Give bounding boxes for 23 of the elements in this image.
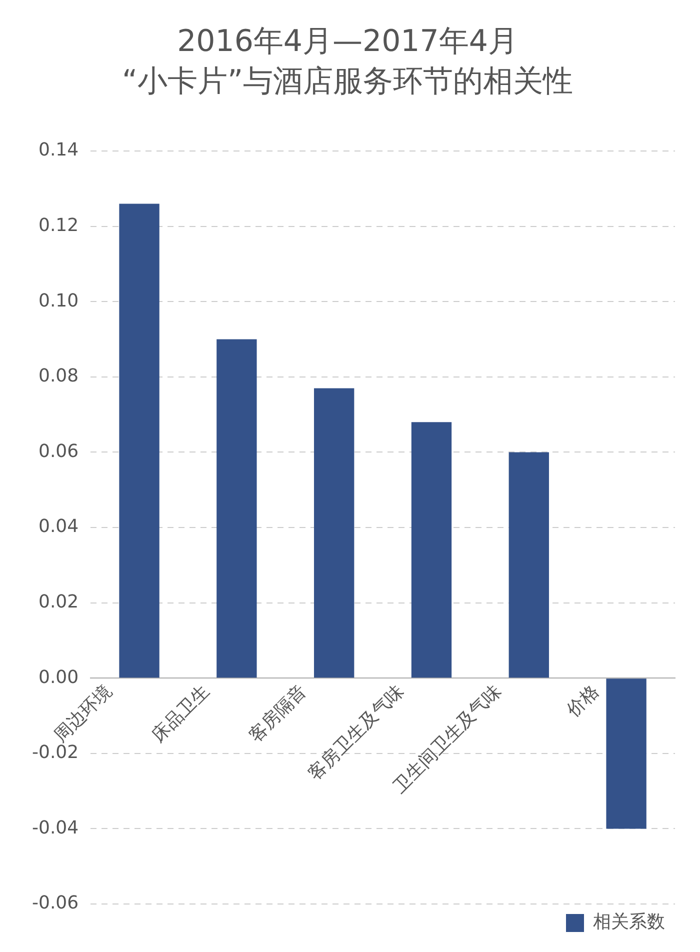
x-tick-label: 价格 <box>562 680 604 722</box>
bar <box>314 388 354 678</box>
y-tick-label: 0.10 <box>38 290 79 312</box>
bar <box>606 678 646 829</box>
x-tick-label: 床品卫生 <box>148 680 214 746</box>
y-tick-label: 0.06 <box>38 440 79 462</box>
y-tick-label: 0.04 <box>38 516 79 538</box>
y-tick-label: 0.12 <box>38 214 79 236</box>
chart-subtitle: “小卡片”与酒店服务环节的相关性 <box>122 64 574 99</box>
y-tick-label: -0.04 <box>32 817 79 838</box>
y-tick-label: 0.02 <box>38 591 79 612</box>
y-tick-label: 0.00 <box>38 666 79 688</box>
y-tick-label: -0.02 <box>32 742 79 764</box>
chart-title: 2016年4月—2017年4月 <box>177 24 518 59</box>
bar <box>216 339 257 678</box>
y-tick-label: -0.06 <box>32 892 79 914</box>
y-tick-label: 0.08 <box>38 366 79 387</box>
y-tick-label: 0.14 <box>38 140 79 161</box>
bar <box>119 204 160 678</box>
bar <box>411 422 452 678</box>
legend-label: 相关系数 <box>593 912 665 933</box>
bar <box>508 452 549 678</box>
x-tick-label: 客房隔音 <box>245 680 311 746</box>
